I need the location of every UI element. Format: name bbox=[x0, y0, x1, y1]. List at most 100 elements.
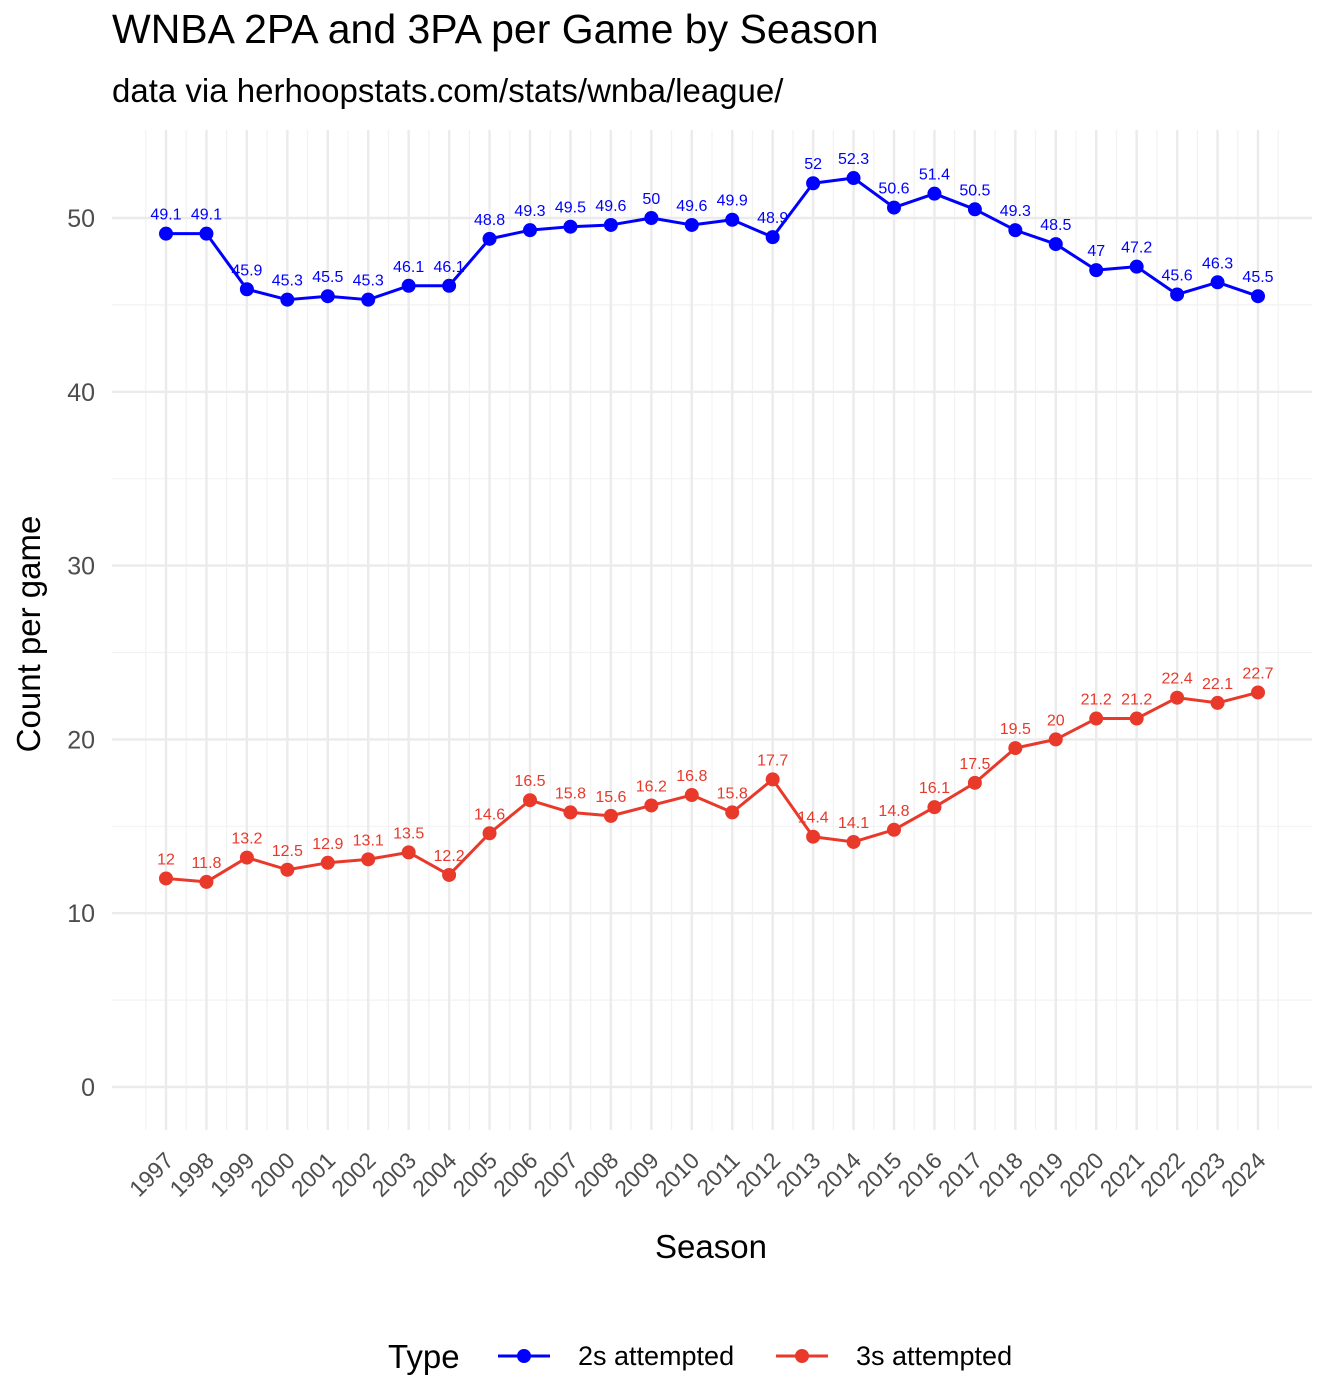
data-point bbox=[846, 171, 861, 186]
legend-label: 3s attempted bbox=[856, 1341, 1012, 1371]
x-tick-label: 2011 bbox=[691, 1147, 744, 1200]
y-tick-label: 40 bbox=[67, 379, 95, 407]
data-point bbox=[1170, 287, 1185, 302]
data-label: 20 bbox=[1047, 712, 1065, 729]
data-label: 51.4 bbox=[919, 167, 950, 184]
data-point bbox=[239, 282, 254, 297]
data-point bbox=[442, 867, 457, 882]
data-point bbox=[199, 874, 214, 889]
x-tick-label: 2008 bbox=[569, 1147, 624, 1202]
data-point bbox=[846, 834, 861, 849]
data-label: 16.5 bbox=[514, 773, 545, 790]
series-2: 12 11.8 13.2 12.5 12.9 13.1 13.5 12.2 14.6 16.5 15… bbox=[157, 665, 1274, 889]
data-label: 21.2 bbox=[1081, 692, 1112, 709]
y-tick-label: 30 bbox=[67, 553, 95, 581]
data-label: 11.8 bbox=[191, 855, 221, 872]
data-point bbox=[684, 788, 699, 803]
data-point bbox=[1129, 711, 1144, 726]
data-label: 15.6 bbox=[595, 789, 626, 806]
data-point bbox=[280, 292, 295, 307]
x-tick-label: 2012 bbox=[731, 1147, 786, 1202]
x-tick-label: 2022 bbox=[1135, 1147, 1190, 1202]
data-label: 12.9 bbox=[312, 836, 343, 853]
data-point bbox=[482, 231, 497, 246]
x-tick-label: 2013 bbox=[771, 1147, 826, 1202]
data-label: 46.1 bbox=[393, 259, 424, 276]
x-tick-label: 2003 bbox=[367, 1147, 422, 1202]
series-line bbox=[165, 691, 1259, 884]
data-label: 14.4 bbox=[798, 810, 829, 827]
data-label: 49.1 bbox=[191, 207, 222, 224]
data-point bbox=[806, 176, 821, 191]
data-point bbox=[725, 805, 740, 820]
data-label: 49.5 bbox=[555, 200, 586, 217]
data-label: 12.5 bbox=[272, 843, 303, 860]
data-point bbox=[927, 186, 942, 201]
data-point bbox=[1008, 741, 1023, 756]
data-label: 45.3 bbox=[272, 273, 303, 290]
data-label: 45.6 bbox=[1162, 267, 1193, 284]
data-label: 49.9 bbox=[717, 193, 748, 210]
x-tick-label: 2004 bbox=[407, 1147, 462, 1202]
data-label: 50.5 bbox=[959, 182, 990, 199]
data-point bbox=[765, 772, 780, 787]
data-label: 47 bbox=[1087, 243, 1105, 260]
data-label: 15.8 bbox=[555, 785, 586, 802]
data-point bbox=[1170, 690, 1185, 705]
data-point bbox=[967, 202, 982, 217]
data-point bbox=[1210, 275, 1225, 290]
x-tick-label: 2015 bbox=[852, 1147, 907, 1202]
legend-item: 3s attempted bbox=[776, 1341, 1012, 1371]
x-tick-label: 2014 bbox=[812, 1147, 867, 1202]
x-tick-labels: 1997199819992000200120022003200420052006… bbox=[124, 1147, 1271, 1202]
x-axis-title: Season bbox=[655, 1228, 767, 1265]
data-label: 50 bbox=[642, 191, 660, 208]
series-line bbox=[166, 176, 1259, 302]
data-point bbox=[765, 230, 780, 245]
data-label: 21.2 bbox=[1121, 692, 1152, 709]
data-label: 46.1 bbox=[434, 259, 465, 276]
data-point bbox=[1251, 289, 1265, 304]
data-label: 22.4 bbox=[1162, 671, 1193, 688]
data-label: 45.9 bbox=[231, 262, 262, 279]
y-tick-labels: 0 10 20 30 40 50 bbox=[67, 205, 95, 1102]
chart-title: WNBA 2PA and 3PA per Game by Season bbox=[112, 6, 879, 52]
x-tick-label: 2000 bbox=[245, 1147, 300, 1202]
data-label: 52 bbox=[804, 156, 822, 173]
data-point bbox=[1048, 237, 1063, 252]
data-point bbox=[1210, 695, 1225, 710]
grid-lines bbox=[112, 130, 1312, 1130]
data-label: 49.3 bbox=[1000, 203, 1031, 220]
x-tick-label: 2018 bbox=[973, 1147, 1028, 1202]
data-point bbox=[967, 775, 982, 790]
data-point bbox=[644, 211, 659, 225]
data-label: 19.5 bbox=[1000, 721, 1031, 738]
data-label: 45.5 bbox=[312, 269, 343, 286]
data-point bbox=[563, 219, 578, 234]
data-point bbox=[361, 852, 376, 867]
data-point bbox=[320, 855, 335, 870]
data-point bbox=[725, 212, 740, 227]
data-point bbox=[1129, 259, 1144, 274]
data-point bbox=[442, 278, 457, 293]
x-tick-label: 2001 bbox=[286, 1147, 341, 1202]
data-point bbox=[482, 826, 497, 841]
data-label: 48.8 bbox=[474, 212, 505, 229]
data-point bbox=[401, 845, 416, 860]
legend-key-point bbox=[517, 1349, 531, 1363]
data-point bbox=[1008, 223, 1023, 238]
data-label: 49.1 bbox=[150, 207, 181, 224]
data-point bbox=[1089, 711, 1104, 726]
x-tick-label: 2019 bbox=[1014, 1147, 1069, 1202]
x-tick-label: 2002 bbox=[326, 1147, 381, 1202]
data-point bbox=[1089, 263, 1104, 278]
legend-label: 2s attempted bbox=[578, 1341, 734, 1371]
legend: Type 2s attempted 3s attempted bbox=[388, 1338, 1012, 1375]
data-label: 16.8 bbox=[676, 768, 707, 785]
data-label: 49.6 bbox=[676, 198, 707, 215]
y-axis-title: Count per game bbox=[10, 516, 47, 753]
x-tick-label: 2007 bbox=[528, 1147, 583, 1202]
data-point bbox=[401, 278, 416, 293]
data-label: 48.5 bbox=[1040, 217, 1071, 234]
